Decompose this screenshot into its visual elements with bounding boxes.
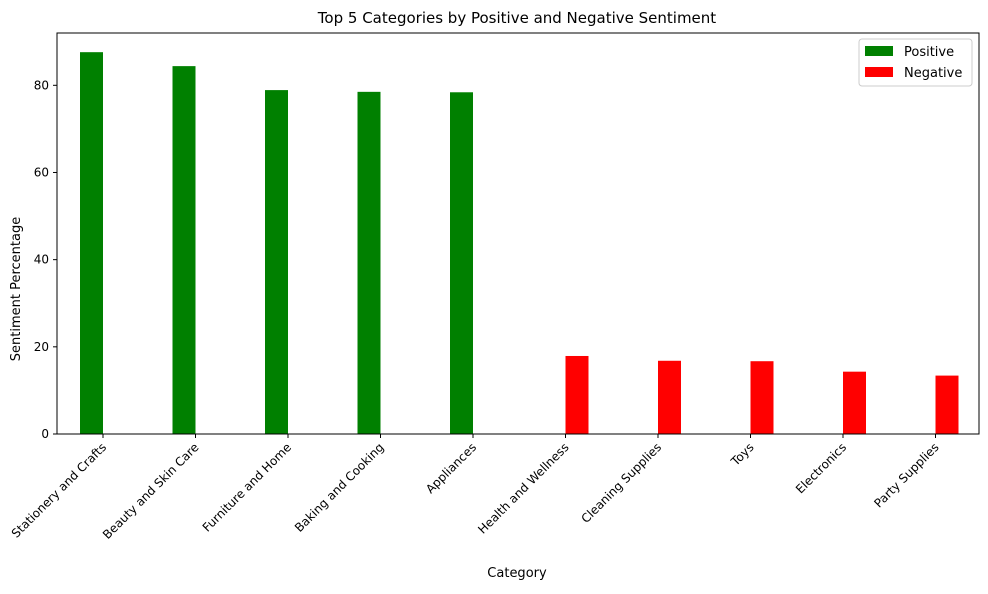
legend-swatch: [865, 46, 893, 56]
legend-label: Negative: [904, 66, 962, 81]
legend-swatch: [865, 67, 893, 77]
positive-bar: [450, 92, 473, 434]
x-tick-label: Toys: [728, 440, 757, 469]
chart-title: Top 5 Categories by Positive and Negativ…: [317, 9, 716, 27]
x-tick-label: Cleaning Supplies: [578, 440, 664, 526]
x-tick-label: Electronics: [793, 440, 849, 496]
x-tick-label: Party Supplies: [871, 440, 941, 510]
positive-bar: [357, 91, 381, 434]
y-tick-label: 60: [34, 165, 49, 179]
positive-bar: [265, 90, 288, 435]
y-tick-label: 20: [34, 340, 49, 354]
axes-frame: [56, 32, 980, 435]
x-tick-label: Furniture and Home: [200, 440, 294, 534]
x-tick-label: Appliances: [423, 440, 479, 496]
x-axis-label: Category: [487, 566, 547, 581]
x-tick-label: Stationery and Crafts: [9, 440, 109, 540]
x-tick-label: Beauty and Skin Care: [100, 440, 202, 542]
legend: Positive Negative: [858, 38, 973, 87]
negative-bar: [658, 360, 681, 434]
legend-label: Positive: [904, 45, 954, 60]
negative-bar: [565, 355, 589, 434]
negative-bar: [843, 371, 866, 434]
y-tick-label: 40: [34, 253, 49, 267]
x-tick-label: Baking and Cooking: [292, 440, 387, 535]
y-tick-label: 0: [41, 427, 49, 441]
x-tick-label: Health and Wellness: [475, 440, 571, 536]
y-tick-label: 80: [34, 78, 49, 92]
positive-bar: [172, 66, 196, 434]
positive-bar: [80, 52, 103, 435]
negative-bar: [750, 361, 774, 434]
negative-bar: [935, 375, 959, 434]
y-axis-label: Sentiment Percentage: [9, 217, 24, 361]
